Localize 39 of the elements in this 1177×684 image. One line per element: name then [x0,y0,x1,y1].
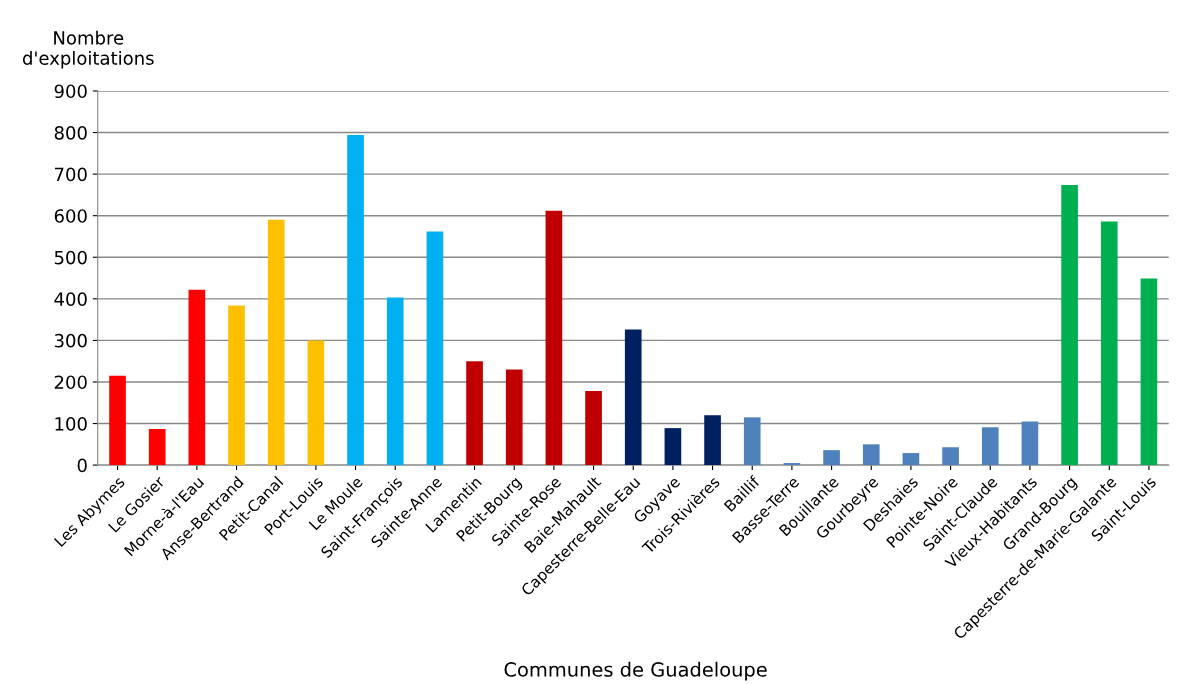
y-tick-label: 900 [54,84,87,99]
bar [1061,184,1078,466]
y-tick-label: 0 [77,458,87,473]
bar [148,428,166,466]
bar [188,289,206,466]
bar [823,450,840,466]
y-tick-label: 700 [54,167,87,182]
bar [664,428,682,466]
bar [386,297,404,466]
y-tick-label: 600 [54,209,87,223]
bar [902,453,920,466]
bar [505,369,523,466]
bar [545,210,563,466]
y-tick-label: 200 [54,375,87,390]
bar [267,219,285,466]
y-axis-title: Nombre d'exploitations [22,30,154,69]
bar [109,375,126,466]
bar [862,444,880,466]
bar [228,305,245,466]
bar [942,447,959,466]
bar [347,135,364,466]
bar [1021,421,1039,466]
bar [783,463,801,466]
y-tick-label: 300 [54,333,87,348]
bar [743,417,761,466]
bar [1140,278,1158,466]
bar [307,340,325,466]
y-tick-label: 800 [54,126,87,140]
bar [704,415,721,466]
bar [466,361,483,466]
bar [1100,221,1118,466]
bar [426,231,444,466]
bar [624,329,642,466]
bar [981,427,999,466]
bar [585,391,602,466]
y-tick-label: 100 [55,417,87,431]
x-axis-title: Communes de Guadeloupe [504,661,767,681]
y-tick-label: 500 [54,250,87,265]
y-tick-label: 400 [54,292,87,306]
